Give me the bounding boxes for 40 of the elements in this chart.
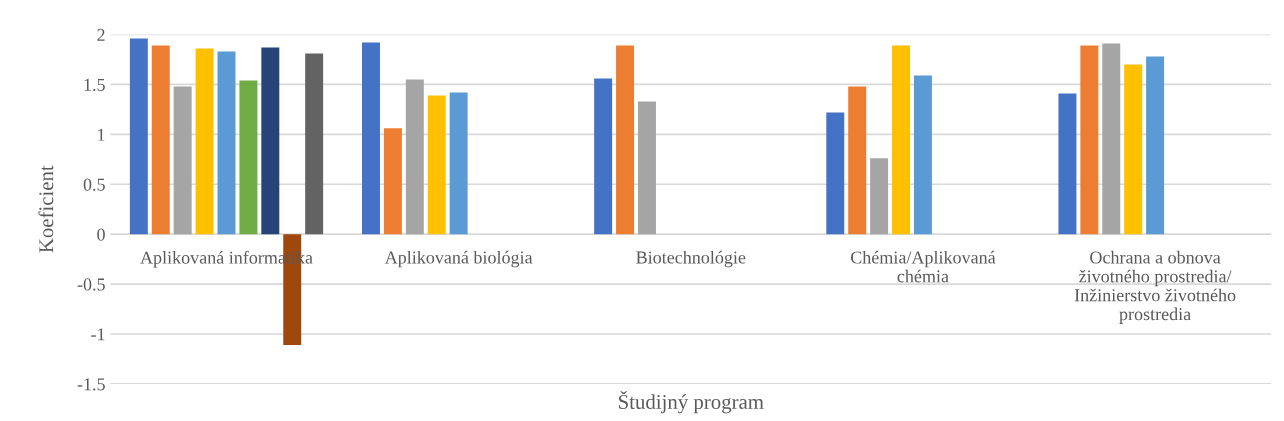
bar	[870, 158, 889, 235]
bar	[616, 45, 635, 235]
x-tick-label: Ochrana a obnova životného prostredia/ Inžinierstvo životného prostredia	[1074, 250, 1236, 324]
bar	[892, 45, 911, 235]
x-tick-label: Biotechnológie	[636, 250, 746, 268]
bar	[1124, 64, 1143, 235]
y-tick-label: 1	[98, 128, 105, 141]
bar	[217, 51, 236, 235]
x-axis-title: Študijný program	[618, 390, 764, 414]
x-tick-label: Chémia/Aplikovaná chémia	[850, 250, 996, 283]
y-axis-title: Koeficient	[38, 165, 54, 253]
y-tick-label: -1	[91, 328, 105, 341]
bar	[826, 112, 845, 235]
x-tick-label: Aplikovaná biológia	[384, 250, 533, 268]
bar	[362, 42, 380, 235]
bar	[637, 101, 656, 235]
y-tick-label: 2	[97, 28, 105, 41]
bar	[913, 75, 932, 235]
bar	[239, 80, 258, 235]
bar	[195, 48, 214, 235]
bar	[1058, 93, 1077, 235]
bar	[449, 92, 468, 235]
bar	[848, 86, 867, 235]
bar	[405, 79, 424, 235]
y-tick-label: -0.5	[77, 278, 105, 291]
bar	[383, 128, 402, 235]
bar	[261, 47, 280, 235]
bar	[594, 78, 613, 235]
bar	[173, 86, 192, 235]
bar	[1080, 45, 1099, 235]
bar	[129, 38, 148, 235]
bar	[427, 95, 446, 235]
bar	[1102, 43, 1121, 235]
bar	[151, 45, 170, 235]
bar	[305, 53, 324, 235]
y-tick-label: 0	[97, 228, 105, 241]
y-tick-label: -1.5	[77, 378, 105, 391]
y-tick-label: 1.5	[84, 78, 105, 91]
bar	[1146, 56, 1165, 235]
y-tick-label: 0.5	[83, 178, 105, 191]
